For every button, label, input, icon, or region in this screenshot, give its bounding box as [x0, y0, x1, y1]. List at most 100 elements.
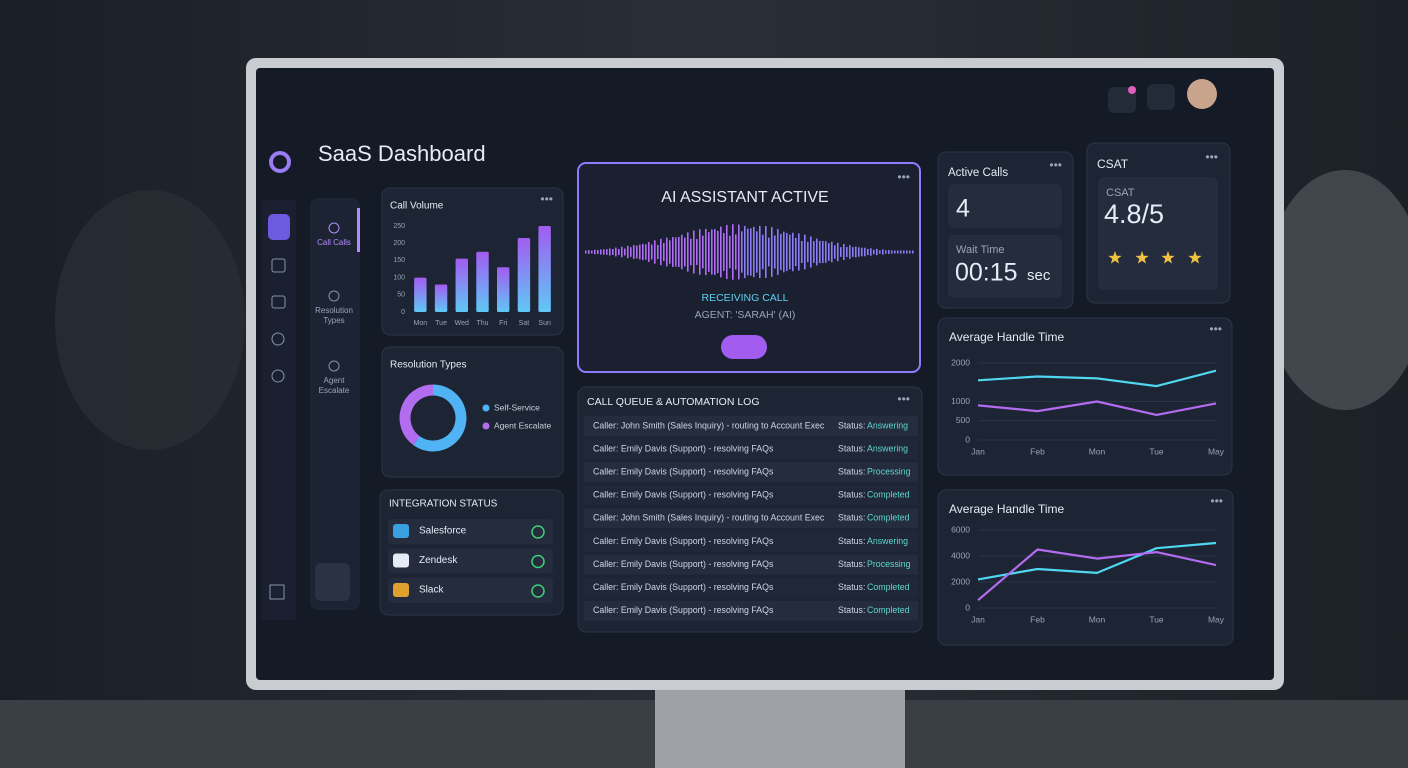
more-menu[interactable]: •••	[897, 392, 910, 406]
log-row	[584, 600, 918, 621]
legend-swatch	[482, 422, 490, 430]
waveform-bar	[690, 238, 692, 266]
icon-rail	[262, 200, 296, 620]
waveform-bar	[756, 231, 758, 273]
log-row	[584, 485, 918, 506]
waveform-bar	[867, 248, 869, 256]
sidebar-label[interactable]: Resolution	[315, 306, 353, 315]
sidebar-icon	[328, 290, 340, 302]
nav-calls[interactable]	[268, 214, 290, 240]
active-calls-value: 4	[956, 195, 970, 223]
nav-calendar[interactable]	[271, 295, 286, 309]
legend-label: Agent Escalate	[494, 420, 551, 430]
more-menu[interactable]: •••	[1049, 158, 1062, 172]
y-tick-label: 150	[393, 257, 405, 264]
log-caller: Caller: Emily Davis (Support) - resolvin…	[593, 605, 774, 615]
waveform-bar	[585, 250, 587, 254]
waveform-bar	[876, 248, 878, 256]
line-series	[977, 541, 1217, 581]
waveform-bar	[762, 234, 764, 270]
more-menu[interactable]: •••	[1205, 150, 1218, 164]
active-indicator	[357, 208, 360, 252]
more-menu[interactable]: •••	[540, 192, 553, 206]
waveform-bar	[657, 244, 659, 260]
waveform-bar	[789, 234, 791, 270]
y-tick-label: 100	[393, 274, 405, 281]
waveform-bar	[612, 249, 614, 255]
sidebar-label[interactable]: Call Calls	[317, 238, 351, 247]
x-tick-label: Feb	[1030, 614, 1045, 624]
sidebar-label[interactable]: Escalate	[319, 386, 350, 395]
waveform-bar	[801, 241, 803, 263]
integration-check	[531, 584, 545, 598]
waveform-bar	[885, 250, 887, 254]
waveform-bar	[774, 235, 776, 269]
waveform-bar	[732, 224, 734, 280]
logout-button[interactable]	[315, 563, 350, 601]
log-status: Processing	[867, 467, 911, 477]
integration-name: Zendesk	[419, 555, 458, 566]
waveform-bar	[630, 247, 632, 257]
panel	[937, 317, 1233, 476]
nav-reports[interactable]	[271, 258, 286, 273]
waveform-bar	[609, 248, 611, 256]
sidebar-label[interactable]: Types	[323, 316, 344, 325]
more-menu[interactable]: •••	[897, 170, 910, 184]
nav-logout[interactable]	[269, 584, 285, 600]
mail-button[interactable]	[1108, 87, 1136, 113]
waveform-bar	[699, 229, 701, 275]
waveform-bar	[798, 233, 800, 271]
sidebar-label[interactable]: Agent	[324, 376, 346, 385]
waveform-bar	[726, 224, 728, 280]
waveform-bar	[696, 239, 698, 265]
waveform-bar	[654, 240, 656, 264]
x-tick-label: Sun	[538, 320, 551, 327]
log-caller: Caller: Emily Davis (Support) - resolvin…	[593, 559, 774, 569]
waveform-bar	[618, 248, 620, 256]
waveform-bar	[624, 248, 626, 256]
log-status: Completed	[867, 513, 910, 523]
log-row	[584, 531, 918, 552]
avatar[interactable]	[1187, 79, 1217, 109]
y-tick-label: 200	[393, 240, 405, 247]
y-tick-label: 0	[965, 602, 970, 612]
more-menu[interactable]: •••	[1210, 494, 1223, 508]
waveform-bar	[693, 230, 695, 274]
more-menu[interactable]: •••	[1209, 322, 1222, 336]
log-status: Completed	[867, 490, 910, 500]
mic-button[interactable]	[721, 335, 767, 359]
nav-settings[interactable]	[271, 369, 285, 383]
waveform-bar	[858, 247, 860, 257]
bar	[455, 258, 468, 312]
waveform-bar	[780, 233, 782, 271]
integration-title: INTEGRATION STATUS	[389, 499, 498, 510]
waveform-bar	[897, 250, 899, 254]
waveform-bar	[747, 228, 749, 276]
x-tick-label: Thu	[476, 320, 488, 327]
waveform-bar	[603, 249, 605, 255]
x-tick-label: Wed	[455, 320, 469, 327]
waveform-bar	[813, 241, 815, 263]
log-status-label: Status:	[838, 443, 865, 453]
log-caller: Caller: Emily Davis (Support) - resolvin…	[593, 443, 774, 453]
integration-logo	[393, 524, 409, 538]
waveform-bar	[600, 249, 602, 255]
waveform-bar	[864, 247, 866, 257]
waveform-bar	[837, 242, 839, 262]
waveform-bar	[741, 231, 743, 273]
waveform-bar	[621, 246, 623, 258]
waveform-bar	[666, 237, 668, 267]
ai-status: RECEIVING CALL	[702, 292, 789, 304]
monitor-stand	[655, 686, 905, 768]
y-tick-label: 250	[393, 223, 405, 230]
star	[1108, 251, 1122, 264]
notification-button[interactable]	[1147, 84, 1175, 110]
bar	[476, 251, 489, 312]
waveform-bar	[642, 243, 644, 261]
waveform-bar	[627, 245, 629, 259]
log-status: Answering	[867, 420, 908, 430]
y-tick-label: 0	[965, 434, 970, 444]
waveform-bar	[807, 241, 809, 263]
nav-alerts[interactable]	[271, 332, 285, 346]
